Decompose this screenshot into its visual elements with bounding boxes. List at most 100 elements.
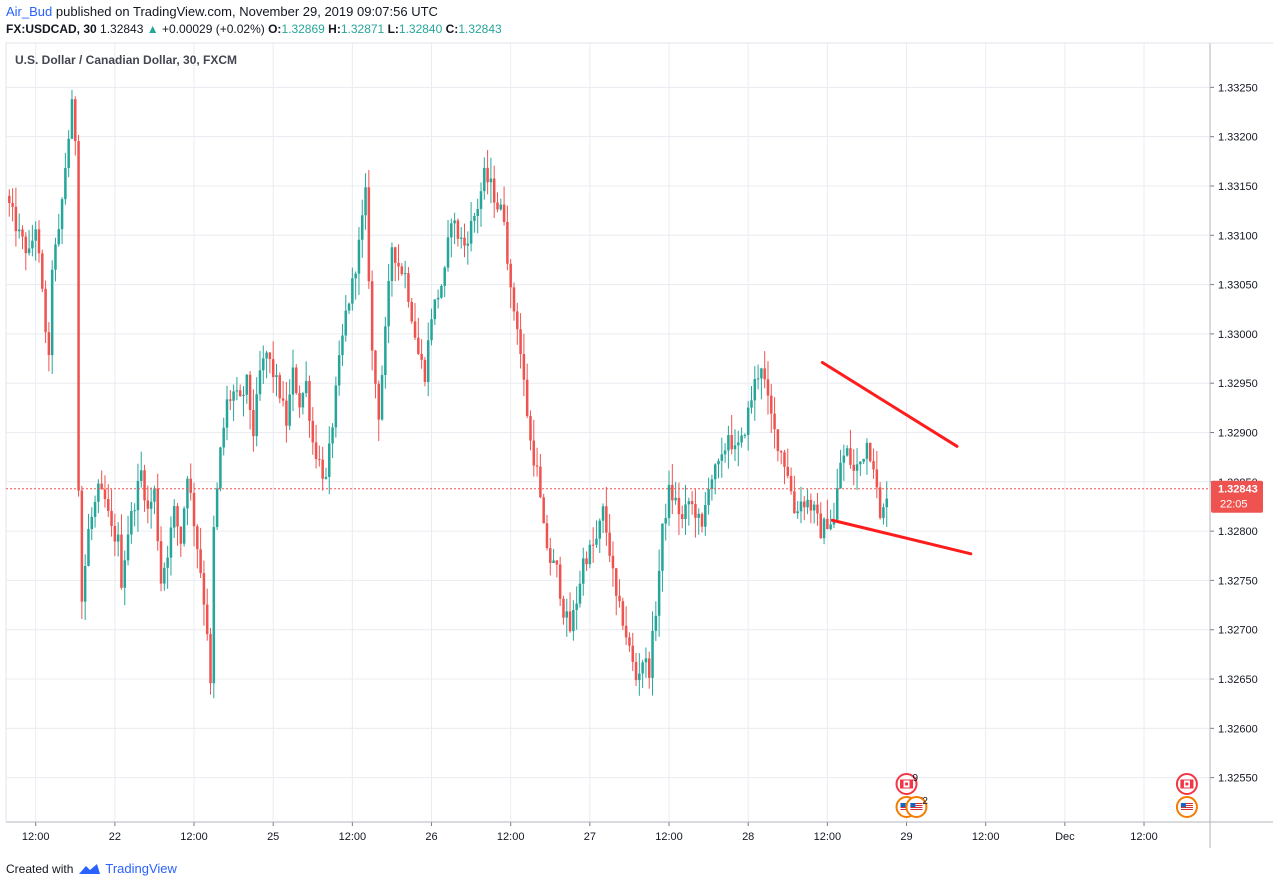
candle-body bbox=[803, 501, 806, 508]
candle-body bbox=[367, 187, 371, 282]
candle-body bbox=[146, 500, 150, 509]
candle-body bbox=[638, 673, 641, 681]
axes: 1.32550 1.32600 1.32650 1.32700 1.32750 1.328… bbox=[5, 42, 1273, 848]
candle-body bbox=[384, 326, 387, 376]
tradingview-logo-icon bbox=[79, 863, 101, 874]
candle-body bbox=[113, 525, 117, 542]
candle-body bbox=[136, 480, 140, 511]
candle-body bbox=[107, 499, 110, 511]
candle-body bbox=[882, 507, 885, 519]
flag-stripe bbox=[910, 805, 923, 806]
candle-body bbox=[413, 321, 417, 338]
candle-body bbox=[618, 595, 621, 602]
candle-body bbox=[225, 399, 229, 428]
candle-body bbox=[704, 505, 707, 527]
candle-body bbox=[60, 199, 64, 230]
candle-body bbox=[697, 513, 700, 518]
candle-body bbox=[400, 266, 404, 275]
candle-body bbox=[453, 220, 456, 224]
candle-body bbox=[337, 355, 341, 386]
candle-body bbox=[687, 501, 691, 505]
candle-body bbox=[196, 526, 199, 550]
candle-body bbox=[806, 499, 809, 508]
candle-body bbox=[275, 375, 278, 378]
us-flag-event-icon: 2 bbox=[905, 796, 928, 818]
publish-info: Air_Bud published on TradingView.com, No… bbox=[6, 4, 438, 19]
candle-body bbox=[654, 615, 658, 631]
candle-body bbox=[720, 454, 724, 461]
candle-body bbox=[575, 603, 578, 610]
candle-body bbox=[450, 223, 453, 238]
time-axis-label: 12:00 bbox=[655, 831, 683, 843]
candle-body bbox=[265, 352, 268, 359]
candle-body bbox=[845, 448, 849, 456]
price-axis-label: 1.33200 bbox=[1218, 132, 1258, 144]
time-axis-label: 12:00 bbox=[339, 831, 367, 843]
candle-body bbox=[532, 440, 536, 466]
trendline bbox=[820, 360, 959, 448]
high-label: H: bbox=[328, 22, 341, 36]
candle-body bbox=[24, 236, 28, 254]
last-price-text: 1.32843 bbox=[100, 22, 144, 36]
candle-body bbox=[842, 455, 846, 463]
candle-body bbox=[410, 301, 413, 322]
flag-stripe bbox=[910, 807, 923, 808]
candle-body bbox=[324, 476, 328, 479]
candle-body bbox=[799, 501, 803, 512]
open-value: 1.32869 bbox=[281, 22, 325, 36]
price-axis-label: 1.33250 bbox=[1218, 82, 1258, 94]
candle-body bbox=[14, 206, 18, 232]
candle-body bbox=[680, 514, 684, 520]
candle-body bbox=[555, 560, 559, 565]
candle-body bbox=[344, 310, 348, 336]
candle-body bbox=[11, 202, 14, 207]
countdown-label: 22:05 bbox=[1220, 499, 1248, 511]
candle-body bbox=[737, 442, 740, 446]
candle-body bbox=[166, 557, 169, 568]
candle-body bbox=[545, 523, 549, 549]
candle-body bbox=[469, 220, 473, 244]
candle-body bbox=[542, 497, 545, 524]
candle-body bbox=[110, 510, 113, 526]
candle-body bbox=[34, 229, 37, 241]
candle-body bbox=[116, 534, 120, 542]
candle-body bbox=[172, 506, 176, 528]
candle-body bbox=[103, 489, 107, 500]
candle-body bbox=[219, 447, 222, 489]
candle-body bbox=[199, 549, 202, 574]
candle-body bbox=[420, 353, 423, 360]
trendlines[interactable] bbox=[820, 360, 973, 556]
candle-body bbox=[793, 491, 796, 514]
price-axis-label: 1.32650 bbox=[1218, 674, 1258, 686]
candle-body bbox=[393, 247, 397, 263]
candle-body bbox=[291, 367, 295, 395]
flag-band bbox=[1180, 780, 1184, 788]
candle-body bbox=[868, 442, 872, 462]
candle-body bbox=[598, 520, 602, 539]
candle-body bbox=[235, 390, 239, 392]
candle-body bbox=[875, 469, 879, 488]
candle-body bbox=[301, 393, 305, 408]
candle-body bbox=[54, 244, 57, 270]
candle-body bbox=[222, 427, 225, 448]
economic-events[interactable]: 9242 bbox=[895, 773, 1198, 818]
candle-body bbox=[304, 380, 308, 394]
candle-body bbox=[852, 464, 856, 471]
candle-body bbox=[829, 524, 832, 530]
candle-body bbox=[763, 368, 766, 380]
candle-body bbox=[568, 611, 572, 632]
tradingview-brand-link[interactable]: TradingView bbox=[105, 861, 177, 876]
candle-body bbox=[278, 375, 282, 399]
author-link[interactable]: Air_Bud bbox=[6, 4, 53, 19]
candle-body bbox=[192, 492, 196, 527]
candle-body bbox=[661, 523, 664, 571]
flag-stripe bbox=[1180, 805, 1193, 806]
price-axis-label: 1.32950 bbox=[1218, 378, 1258, 390]
candle-body bbox=[397, 262, 400, 267]
canada-flag-event-icon: 9 bbox=[895, 773, 919, 795]
candle-body bbox=[143, 470, 146, 501]
candle-body bbox=[57, 229, 61, 245]
price-axis-label: 1.32600 bbox=[1218, 723, 1258, 735]
candle-body bbox=[64, 168, 67, 200]
